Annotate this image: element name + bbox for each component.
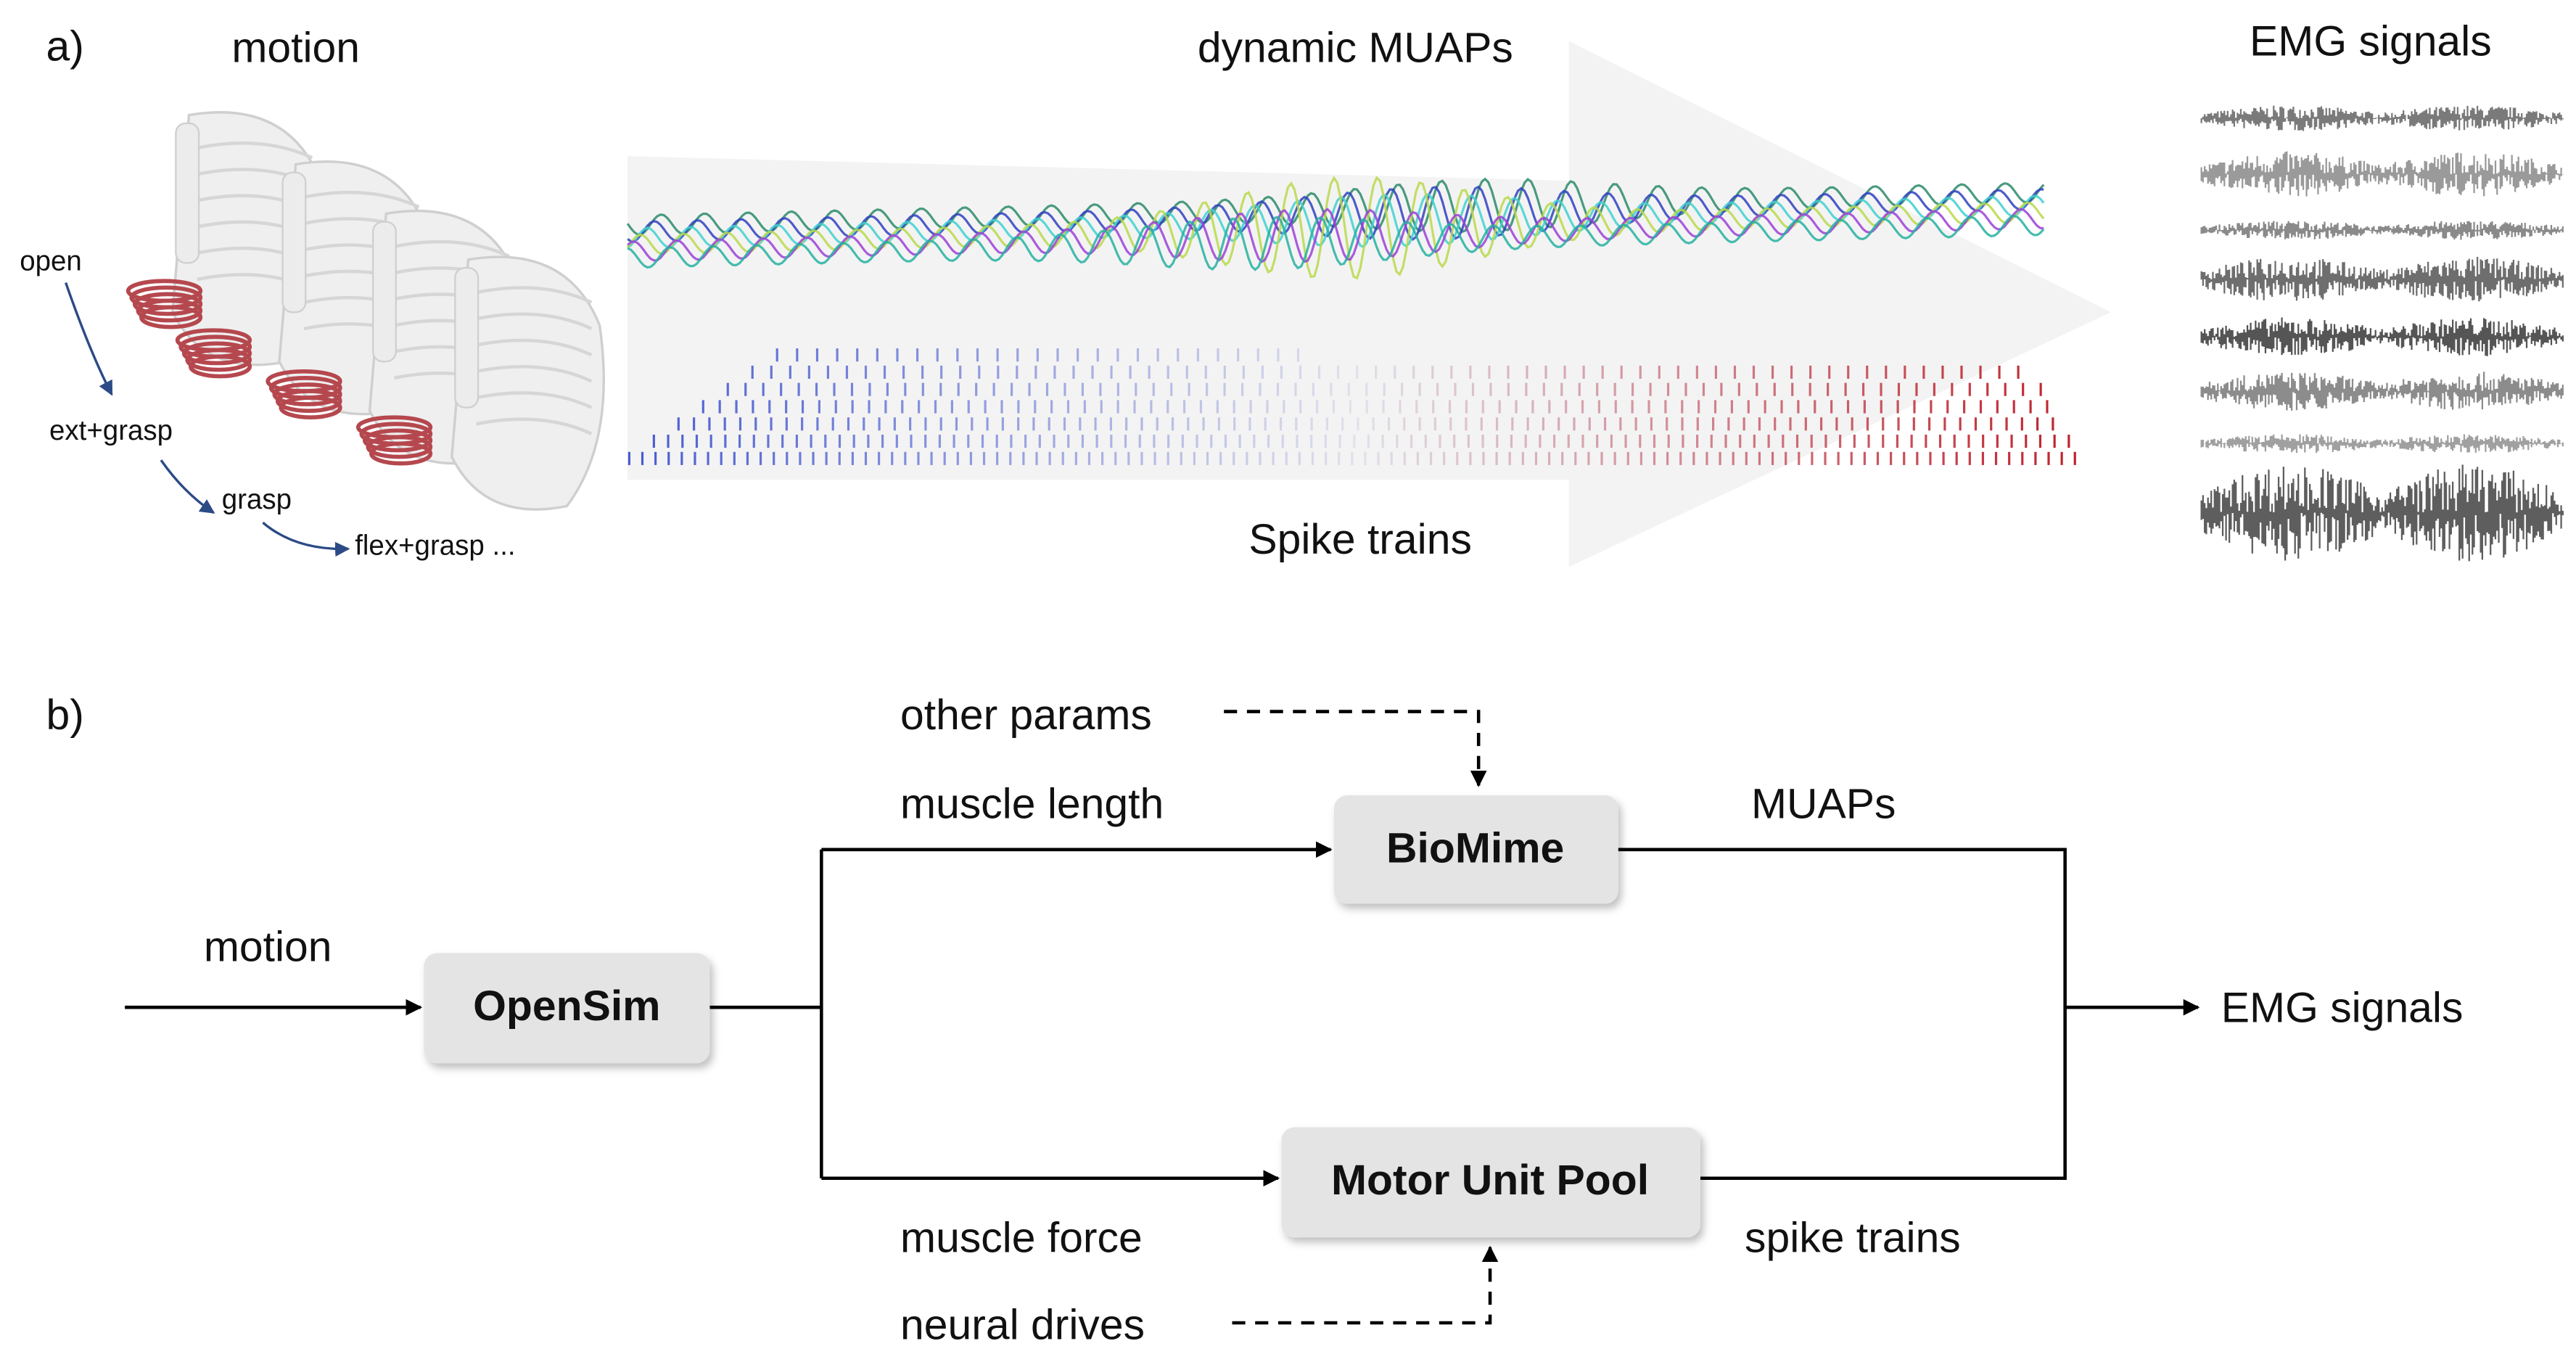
motion-arrow <box>262 521 350 557</box>
rib <box>476 286 593 304</box>
emg-trace <box>2200 317 2564 356</box>
arm-bone <box>281 171 307 313</box>
emg-title: EMG signals <box>2250 18 2492 65</box>
motion-label: ext+grasp <box>49 415 173 446</box>
emg-trace <box>2200 151 2564 197</box>
motion-arrow <box>65 282 113 396</box>
muap-wave <box>627 185 2044 243</box>
rib <box>303 190 420 209</box>
edge-label: muscle force <box>900 1214 1143 1261</box>
motion-label: open <box>20 246 82 277</box>
edge-label: MUAPs <box>1751 780 1896 827</box>
spikes-title: Spike trains <box>1248 516 1472 563</box>
emg-trace <box>2200 221 2564 240</box>
hand-muscle <box>272 382 342 406</box>
muap-wave <box>627 208 2044 263</box>
arm-bone <box>175 122 200 264</box>
emg-trace <box>2200 434 2564 454</box>
hand-muscle <box>366 435 433 459</box>
panel-label: b) <box>46 692 83 739</box>
hand-muscle <box>139 305 203 329</box>
rib <box>476 364 593 383</box>
hand-muscle <box>185 348 252 372</box>
emg-trace <box>2200 256 2564 302</box>
arm-bone <box>371 221 397 363</box>
node-box <box>424 953 710 1064</box>
motion-title: motion <box>231 25 360 72</box>
hand-muscle <box>369 441 433 466</box>
spike-raster <box>627 348 2076 465</box>
motion-label: grasp <box>222 484 292 515</box>
dashed-arrow <box>1232 1245 1499 1325</box>
rib <box>476 312 593 330</box>
input-label: other params <box>900 692 1152 739</box>
hand-muscle <box>132 292 203 316</box>
node-label: Motor Unit Pool <box>1331 1157 1649 1204</box>
rib <box>394 239 511 258</box>
edge-label: muscle length <box>900 780 1164 827</box>
hand-muscle <box>136 298 203 323</box>
connector <box>1618 848 2067 1180</box>
rib <box>476 417 593 435</box>
flow-arrow <box>627 41 2112 567</box>
hand-muscle <box>188 354 252 379</box>
node-box <box>1333 795 1618 904</box>
muaps-title: dynamic MUAPs <box>1198 25 1513 72</box>
arm-bone <box>454 266 480 409</box>
input-label: motion <box>204 923 332 970</box>
muap-wave <box>626 176 2045 280</box>
skeleton-illustration <box>125 111 605 511</box>
connector <box>709 849 823 1178</box>
output-label: EMG signals <box>2221 984 2464 1031</box>
rib <box>476 338 593 357</box>
emg-traces <box>2200 105 2564 562</box>
hand-muscle <box>279 395 342 420</box>
motion-label: flex+grasp ... <box>355 530 515 561</box>
hand-muscle <box>181 341 252 366</box>
hand-muscle <box>362 428 433 453</box>
node-label: OpenSim <box>473 983 660 1030</box>
emg-trace <box>2200 464 2564 562</box>
motion-arrow <box>160 459 215 514</box>
rib <box>197 141 313 160</box>
node-label: BioMime <box>1386 825 1564 872</box>
panel-label: a) <box>46 22 83 70</box>
emg-trace <box>2200 105 2564 131</box>
dashed-arrow <box>1224 710 1487 787</box>
muap-waveforms <box>626 176 2045 280</box>
input-label: neural drives <box>900 1301 1145 1348</box>
emg-trace <box>2200 372 2564 411</box>
edge-label: spike trains <box>1745 1214 1961 1261</box>
node-box <box>1281 1127 1700 1238</box>
rib <box>476 391 593 409</box>
hand-muscle <box>275 389 342 413</box>
muap-wave <box>627 214 2045 271</box>
